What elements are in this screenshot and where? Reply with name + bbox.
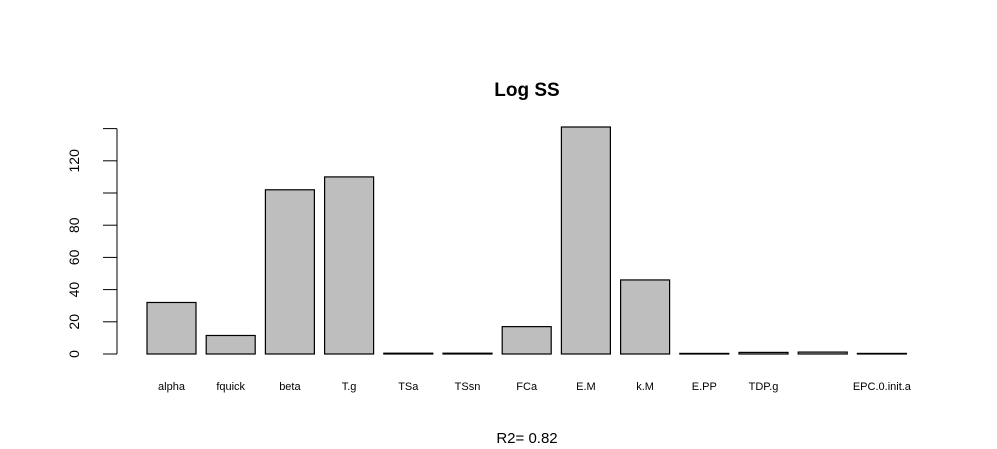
bar-e-pp bbox=[679, 352, 730, 355]
bar-t-g bbox=[324, 176, 375, 355]
bar-unlabeled-11 bbox=[797, 351, 848, 355]
bar-tdp-g bbox=[738, 351, 789, 355]
x-tick-label: fquick bbox=[216, 381, 245, 393]
bar-tsa bbox=[383, 352, 434, 355]
bars bbox=[146, 126, 908, 355]
bar-fca bbox=[501, 326, 552, 355]
x-axis-labels: alpha fquick beta T.g TSa TSsn FCa E.M k.M E.PP TD… bbox=[158, 381, 912, 393]
bar-k-m bbox=[619, 279, 671, 355]
y-tick-label: 120 bbox=[66, 149, 82, 173]
bar-epc-0-init-a bbox=[856, 352, 908, 355]
y-tick-label: 20 bbox=[66, 314, 82, 330]
x-tick-label: alpha bbox=[158, 381, 186, 393]
x-tick-label: TSsn bbox=[455, 381, 481, 393]
y-tick-label: 40 bbox=[66, 282, 82, 298]
x-tick-label: TSa bbox=[398, 381, 419, 393]
x-tick-label: beta bbox=[279, 381, 301, 393]
x-tick-label: k.M bbox=[636, 381, 654, 393]
bar-e-m bbox=[560, 126, 612, 355]
x-tick-label: TDP.g bbox=[749, 381, 779, 393]
x-tick-label: E.PP bbox=[692, 381, 717, 393]
x-tick-label: EPC.0.init.a bbox=[853, 381, 912, 393]
y-tick-label: 80 bbox=[66, 217, 82, 233]
bar-fquick bbox=[205, 334, 256, 355]
y-axis: 0 20 40 60 80 120 bbox=[66, 128, 118, 358]
bar-beta bbox=[264, 189, 315, 355]
x-tick-label: E.M bbox=[576, 381, 596, 393]
y-tick-label: 60 bbox=[66, 249, 82, 265]
x-tick-label: T.g bbox=[342, 381, 357, 393]
bar-alpha bbox=[146, 301, 197, 355]
x-tick-label: FCa bbox=[516, 381, 538, 393]
y-tick-label: 0 bbox=[66, 350, 82, 358]
chart-title: Log SS bbox=[494, 80, 559, 101]
bar-tssn bbox=[442, 352, 493, 355]
r2-subtitle: R2= 0.82 bbox=[496, 430, 557, 447]
